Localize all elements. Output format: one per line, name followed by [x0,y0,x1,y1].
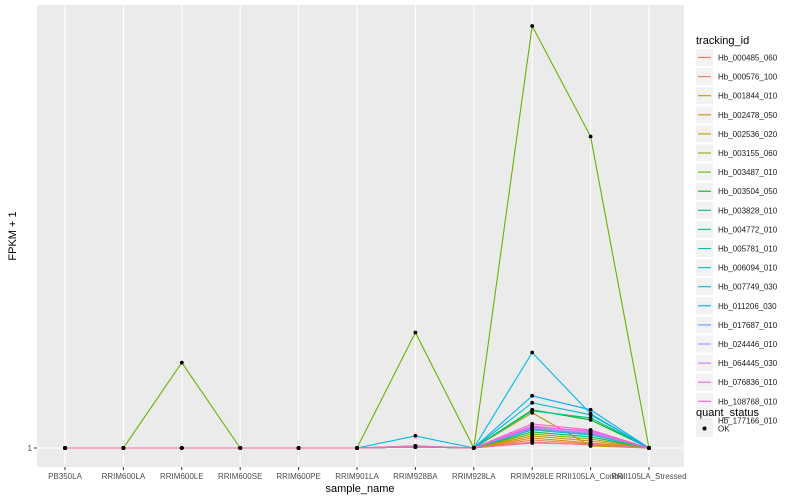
data-point [530,408,535,413]
x-tick-label: RRII105LA_Control [556,472,626,481]
legend-label: Hb_064445_030 [718,359,778,368]
data-point [530,441,535,445]
data-point [471,446,476,450]
legend-label: Hb_024446_010 [718,340,778,349]
data-point [121,446,126,450]
legend-shape-label: OK [718,425,730,434]
data-point [530,350,535,355]
data-point [413,445,418,449]
x-axis-title: sample_name [325,483,394,495]
legend-label: Hb_003828_010 [718,206,778,215]
data-point [179,360,184,365]
data-point [413,330,418,335]
legend-label: Hb_177166_010 [718,416,778,425]
x-tick-label: RRIM600PE [276,472,320,481]
data-point [355,446,359,450]
data-point [296,446,301,450]
data-point [63,446,67,450]
data-point [413,434,418,438]
data-points [63,24,651,450]
legend-label: Hb_000485_060 [718,54,778,63]
y-tick-label: 1 [28,444,33,453]
x-tick-label: RRII105LA_Stressed [611,472,686,481]
plot-panel [37,5,684,467]
x-tick-label: RRIM928LA [452,472,496,481]
data-point [588,134,593,139]
legend-label: Hb_004772_010 [718,225,778,234]
legend-label: Hb_017687_010 [718,321,778,330]
legend-items: Hb_000485_060 Hb_000576_100 Hb_001844_010 H… [696,49,778,429]
legend-shape-symbol [702,426,707,431]
data-point [588,407,593,412]
legend: tracking_id Hb_000485_060Hb_000576_100Hb… [696,35,778,437]
data-point [588,442,593,447]
legend-label: Hb_108768_010 [718,397,778,406]
legend-label: Hb_001844_010 [718,92,778,101]
legend-label: Hb_003487_010 [718,168,778,177]
legend-title: tracking_id [696,35,749,47]
x-tick-label: RRIM600LA [102,472,146,481]
data-point [238,446,243,450]
x-tick-label: RRIM928LE [510,472,554,481]
x-tick-label: RRIM928BA [393,472,438,481]
data-point [588,416,593,420]
legend-label: Hb_003504_050 [718,187,778,196]
data-point [588,428,593,432]
x-tick-label: RRIM600LE [160,472,204,481]
data-point [588,411,593,416]
y-axis-ticks: 1 [28,444,37,453]
data-point [530,393,535,398]
data-point [530,24,535,28]
data-point [179,446,184,450]
legend-label: Hb_002478_050 [718,111,778,120]
legend-label: Hb_002536_020 [718,130,778,139]
legend-shape-title: quant_status [696,407,759,419]
legend-label: Hb_076836_010 [718,378,778,387]
x-tick-label: RRIM600SE [218,472,262,481]
legend-label: Hb_006094_010 [718,264,778,273]
data-point [530,425,535,429]
x-tick-label: PB350LA [48,472,82,481]
data-point [530,422,535,426]
legend-label: Hb_007749_030 [718,283,778,292]
x-axis-ticks: PB350LA RRIM600LA RRIM600LE RRIM600SE RRIM60… [48,467,687,481]
legend-label: Hb_000576_100 [718,73,778,82]
x-tick-label: RRIM901LA [335,472,379,481]
y-axis-title: FPKM + 1 [7,211,19,260]
data-point [647,446,651,450]
legend-label: Hb_005781_010 [718,245,778,254]
legend-label: Hb_011206_030 [718,302,777,311]
legend-label: Hb_003155_060 [718,149,778,158]
data-point [530,400,535,405]
